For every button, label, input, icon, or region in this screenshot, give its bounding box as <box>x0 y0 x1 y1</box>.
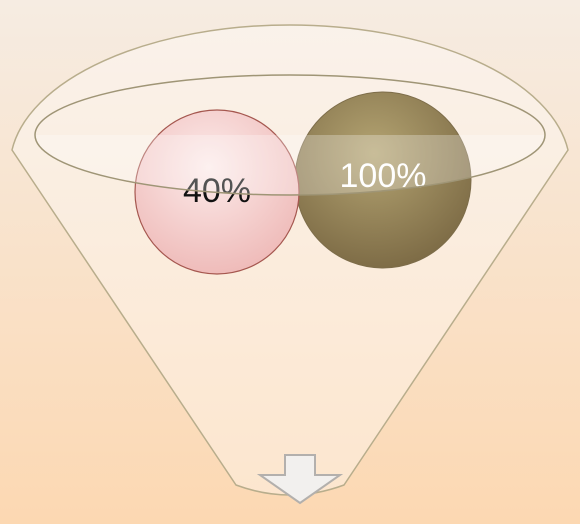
page: 40% 100% (() => { const data = JSON.pars… <box>0 0 580 524</box>
funnel-diagram: 40% 100% <box>0 0 580 524</box>
